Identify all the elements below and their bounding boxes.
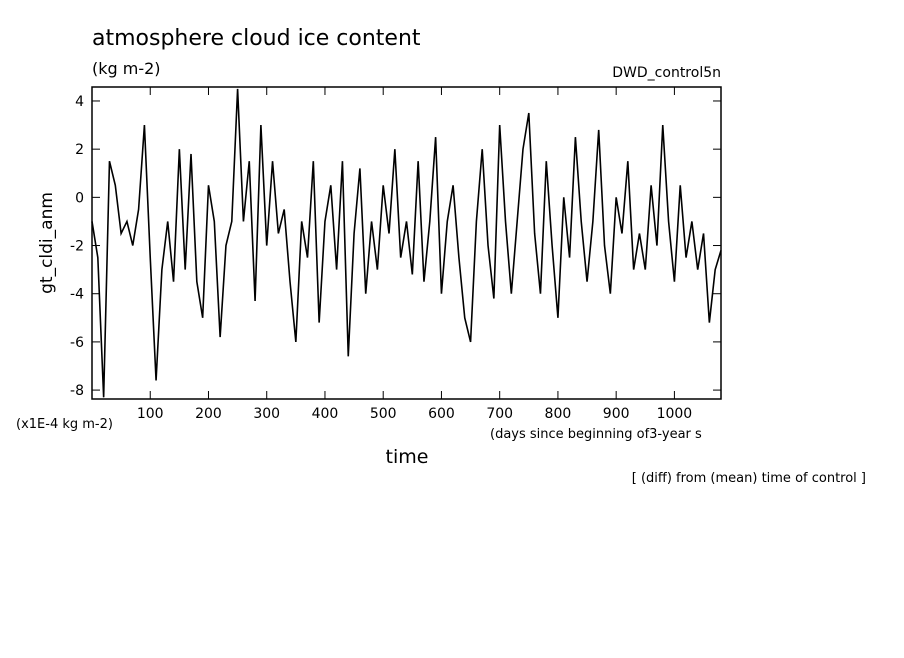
x-tick-label: 700 (486, 406, 513, 422)
y-unit-label: (x1E-4 kg m-2) (16, 417, 113, 432)
x-axis-label: time (386, 446, 429, 468)
y-tick-label: -6 (70, 335, 84, 351)
x-tick-label: 100 (137, 406, 164, 422)
x-tick-label: 200 (195, 406, 222, 422)
x-tick-label: 600 (428, 406, 455, 422)
plot-frame (91, 86, 722, 400)
chart-title: atmosphere cloud ice content (92, 26, 421, 51)
y-tick-label: 2 (75, 142, 84, 158)
x-tick-label: 300 (253, 406, 280, 422)
y-tick-label: -4 (70, 287, 84, 303)
series-line (91, 88, 722, 398)
x-tick-label: 900 (603, 406, 630, 422)
x-tick-label: 800 (545, 406, 572, 422)
subtitle: (kg m-2) (92, 59, 161, 78)
footnote: [ (diff) from (mean) time of control ] (632, 471, 866, 486)
y-tick-label: -2 (70, 239, 84, 255)
y-axis-label: gt_cldi_anm (37, 192, 57, 294)
x-unit-label: (days since beginning of3-year s (490, 427, 702, 442)
y-tick-label: 4 (75, 94, 84, 110)
y-tick-label: 0 (75, 190, 84, 206)
run-label: DWD_control5n (612, 65, 721, 81)
x-tick-label: 500 (370, 406, 397, 422)
x-tick-label: 400 (312, 406, 339, 422)
y-tick-label: -8 (70, 383, 84, 399)
x-tick-label: 1000 (657, 406, 693, 422)
